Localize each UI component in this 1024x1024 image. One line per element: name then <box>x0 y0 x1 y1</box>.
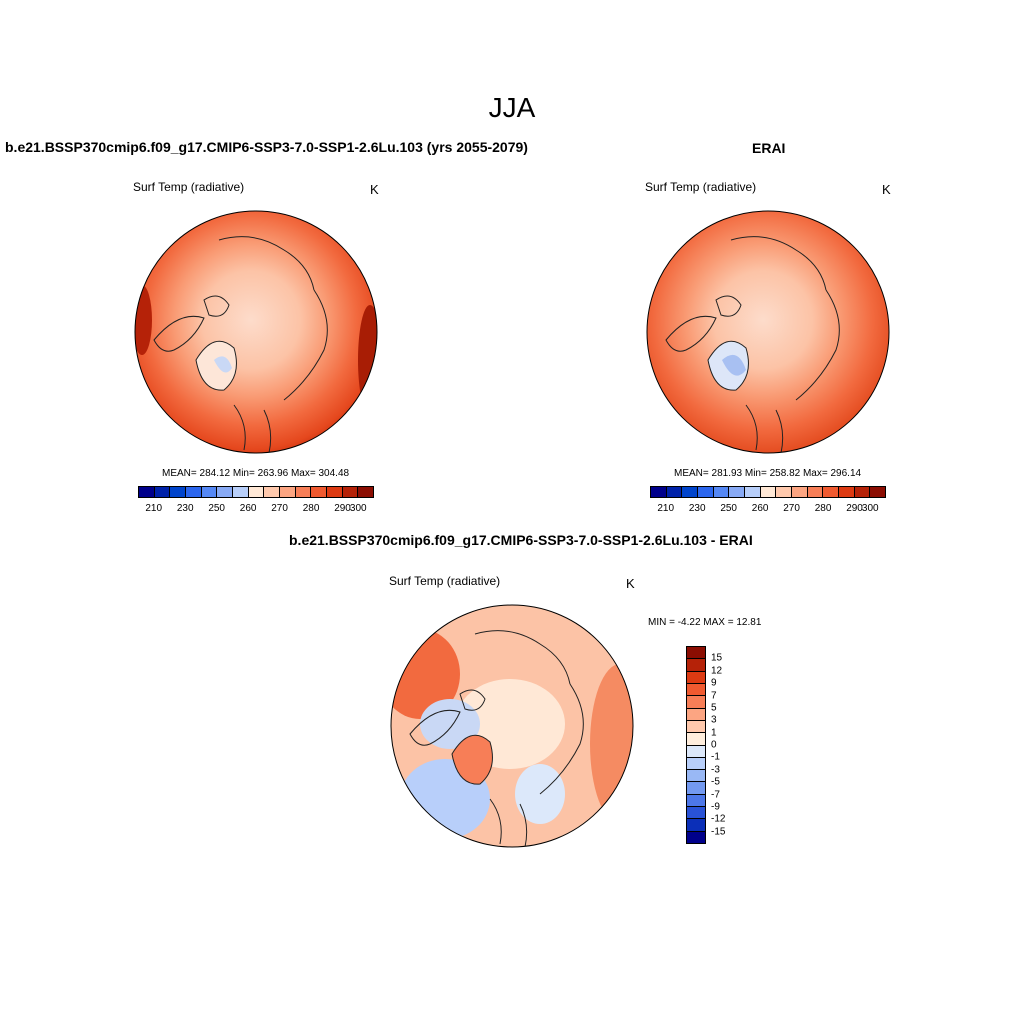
model-colorbar-swatch <box>342 487 359 497</box>
diff-colorbar-swatch <box>687 757 705 771</box>
colorbar-tick-label: -15 <box>711 826 726 838</box>
colorbar-tick-label: 260 <box>751 503 769 514</box>
obs-colorbar-swatch <box>823 487 840 497</box>
obs-colorbar-ticks: 210 230 250 260 270 280 290 300 <box>650 503 886 517</box>
colorbar-tick-label: 9 <box>711 677 717 689</box>
colorbar-tick-label: -12 <box>711 813 726 825</box>
colorbar-tick-label: 3 <box>711 714 717 726</box>
obs-colorbar-swatch <box>807 487 824 497</box>
diff-colorbar-swatch <box>687 659 705 672</box>
obs-colorbar-swatch <box>776 487 793 497</box>
colorbar-tick-label: 290 <box>334 503 351 514</box>
diff-colorbar-swatch <box>687 819 705 832</box>
obs-colorbar-swatch <box>854 487 871 497</box>
obs-colorbar-swatch <box>713 487 730 497</box>
model-colorbar-swatch <box>139 487 155 497</box>
obs-colorbar-swatch <box>870 487 886 497</box>
model-colorbar-swatch <box>233 487 249 497</box>
diff-colorbar-swatch <box>687 782 705 795</box>
model-colorbar-swatch <box>311 487 328 497</box>
diff-colorbar-swatch <box>687 647 705 660</box>
model-panel-title: b.e21.BSSP370cmip6.f09_g17.CMIP6-SSP3-7.… <box>5 139 528 155</box>
colorbar-tick-label: 250 <box>208 503 225 514</box>
colorbar-tick-label: 12 <box>711 665 723 677</box>
model-colorbar-swatch <box>264 487 281 497</box>
colorbar-tick-label: -5 <box>711 776 720 788</box>
model-colorbar-swatch <box>280 487 296 497</box>
obs-colorbar-swatch <box>666 487 683 497</box>
colorbar-tick-label: -1 <box>711 751 720 763</box>
model-colorbar-swatch <box>201 487 218 497</box>
model-colorbar-swatch <box>154 487 171 497</box>
obs-colorbar-swatch <box>729 487 746 497</box>
colorbar-tick-label: 280 <box>302 503 320 514</box>
diff-colorbar-swatch <box>687 745 705 758</box>
obs-colorbar-swatch <box>792 487 808 497</box>
colorbar-tick-label: 300 <box>349 503 367 514</box>
diff-colorbar-ticks: 15 12 9 7 5 3 1 0 -1 -3 -5 -7 -9 -12 -15 <box>711 646 741 844</box>
model-stats: MEAN= 284.12 Min= 263.96 Max= 304.48 <box>162 468 350 479</box>
obs-panel-title: ERAI <box>752 140 786 156</box>
colorbar-tick-label: -7 <box>711 789 720 800</box>
colorbar-tick-label: 230 <box>688 503 706 514</box>
obs-colorbar <box>650 486 886 498</box>
obs-colorbar-swatch <box>760 487 777 497</box>
diff-colorbar-swatch <box>687 696 705 709</box>
diff-colorbar-swatch <box>687 733 705 746</box>
colorbar-tick-label: 270 <box>783 503 800 514</box>
colorbar-tick-label: 250 <box>720 503 737 514</box>
obs-units-label: K <box>882 182 891 197</box>
obs-colorbar-swatch <box>839 487 855 497</box>
diff-colorbar-swatch <box>687 720 705 734</box>
colorbar-tick-label: -3 <box>711 764 720 776</box>
colorbar-tick-label: 0 <box>711 739 717 751</box>
diff-colorbar-swatch <box>687 683 705 697</box>
colorbar-tick-label: 7 <box>711 690 717 701</box>
colorbar-tick-label: 210 <box>657 503 675 514</box>
model-colorbar-swatch <box>217 487 234 497</box>
colorbar-tick-label: 210 <box>145 503 163 514</box>
model-variable-label: Surf Temp (radiative) <box>133 180 245 194</box>
obs-colorbar-swatch <box>682 487 699 497</box>
diff-panel-title: b.e21.BSSP370cmip6.f09_g17.CMIP6-SSP3-7.… <box>289 532 753 548</box>
colorbar-tick-label: -9 <box>711 801 720 813</box>
model-colorbar-swatch <box>327 487 343 497</box>
model-polar-map <box>134 210 378 454</box>
diff-stats: MIN = -4.22 MAX = 12.81 <box>648 617 762 628</box>
obs-colorbar-swatch <box>651 487 667 497</box>
colorbar-tick-label: 15 <box>711 652 723 664</box>
diff-colorbar-swatch <box>687 671 705 684</box>
model-colorbar-ticks: 210 230 250 260 270 280 290 300 <box>138 503 374 517</box>
colorbar-tick-label: 230 <box>176 503 194 514</box>
colorbar-tick-label: 5 <box>711 702 717 714</box>
diff-units-label: K <box>626 576 635 591</box>
diff-colorbar-swatch <box>687 708 705 721</box>
model-colorbar-swatch <box>248 487 265 497</box>
model-colorbar-swatch <box>170 487 187 497</box>
colorbar-tick-label: 280 <box>814 503 832 514</box>
obs-colorbar-swatch <box>745 487 761 497</box>
obs-variable-label: Surf Temp (radiative) <box>645 180 757 194</box>
diff-colorbar-swatch <box>687 807 705 820</box>
colorbar-tick-label: 270 <box>271 503 288 514</box>
model-units-label: K <box>370 182 379 197</box>
obs-stats: MEAN= 281.93 Min= 258.82 Max= 296.14 <box>674 468 862 479</box>
colorbar-tick-label: 300 <box>861 503 879 514</box>
colorbar-tick-label: 1 <box>711 727 717 739</box>
diff-colorbar <box>686 646 706 844</box>
diff-colorbar-swatch <box>687 831 705 843</box>
diff-variable-label: Surf Temp (radiative) <box>389 574 501 588</box>
model-colorbar-swatch <box>186 487 202 497</box>
model-colorbar <box>138 486 374 498</box>
obs-colorbar-swatch <box>698 487 714 497</box>
main-title: JJA <box>488 92 536 123</box>
colorbar-tick-label: 290 <box>846 503 863 514</box>
obs-polar-map <box>646 210 890 454</box>
diff-colorbar-swatch <box>687 794 705 808</box>
model-colorbar-swatch <box>358 487 374 497</box>
diff-polar-map <box>390 604 634 848</box>
model-colorbar-swatch <box>295 487 312 497</box>
colorbar-tick-label: 260 <box>239 503 257 514</box>
diff-colorbar-swatch <box>687 770 705 783</box>
